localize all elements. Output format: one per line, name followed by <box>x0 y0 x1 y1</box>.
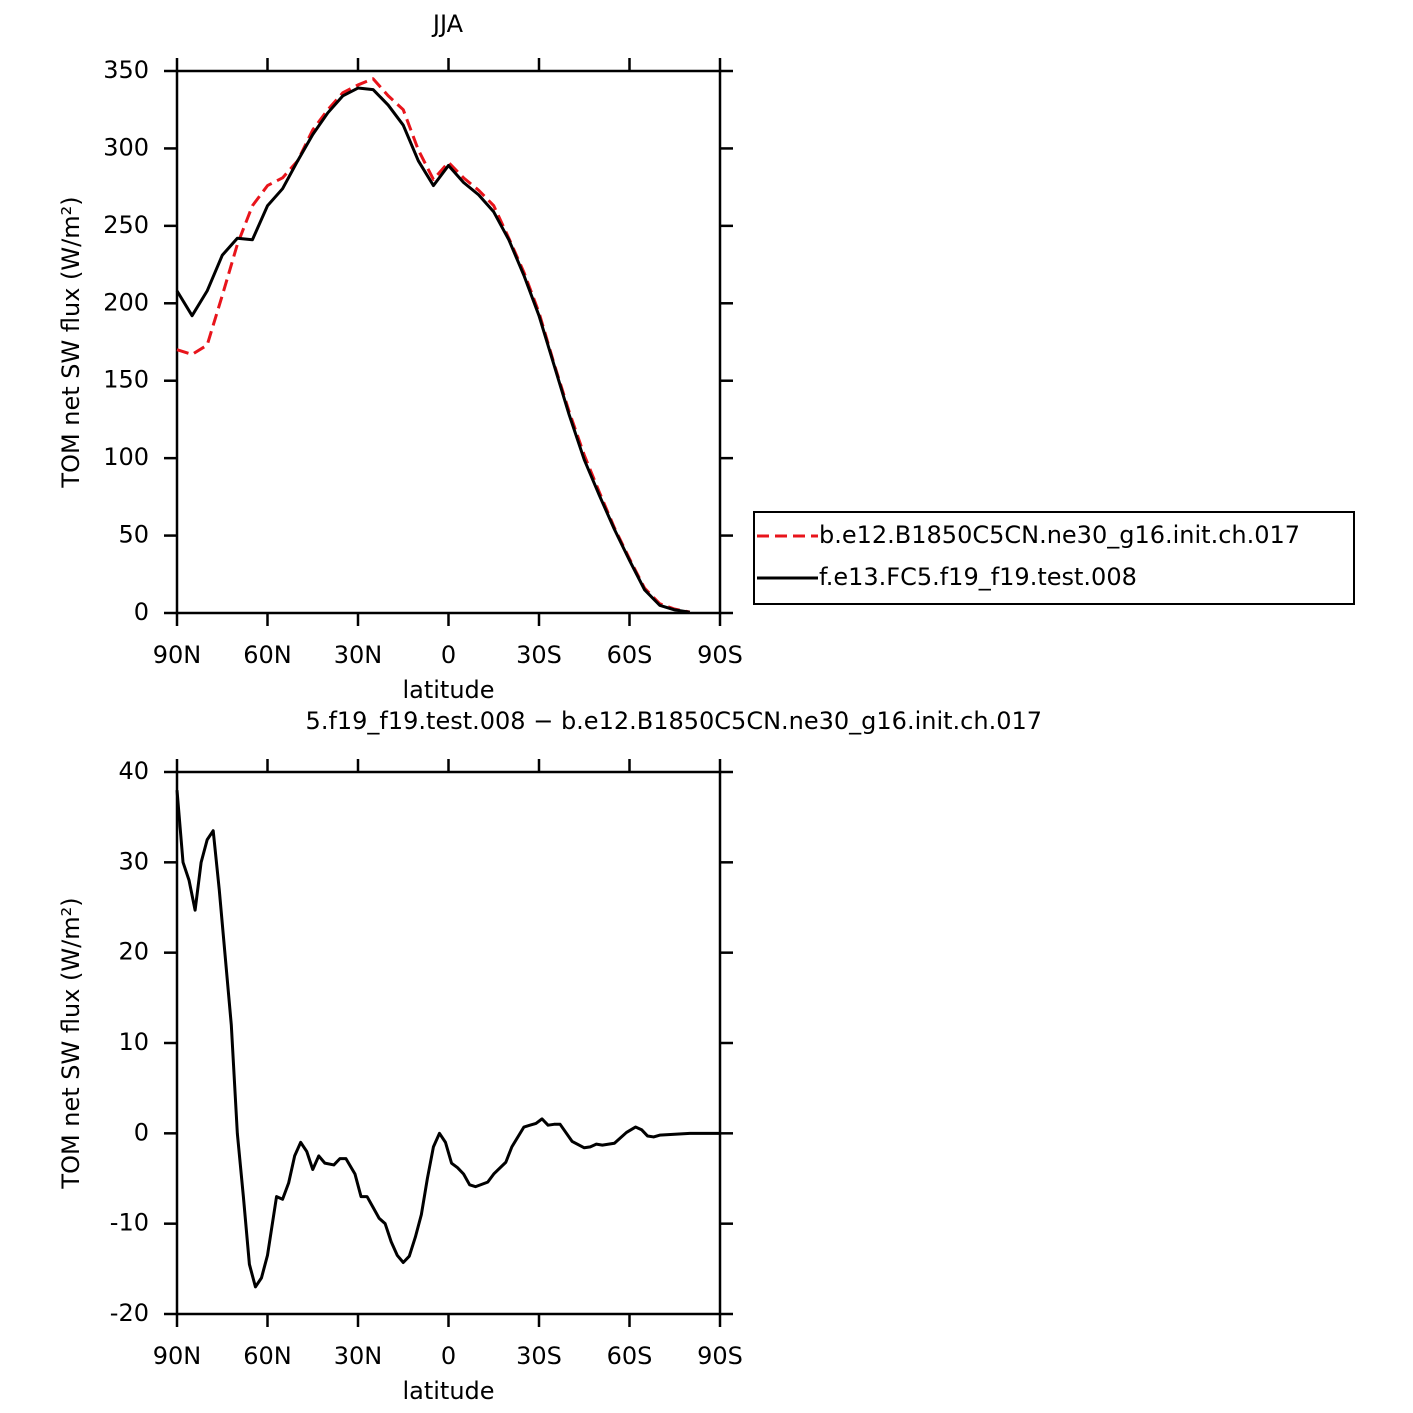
y-tick-label: 250 <box>103 211 149 239</box>
data-line <box>175 789 720 1289</box>
x-tick-label: 90S <box>697 641 743 669</box>
y-tick-label: 10 <box>118 1028 149 1056</box>
x-tick-label: 90S <box>697 1342 743 1370</box>
x-axis-label: latitude <box>402 676 494 704</box>
y-tick-label: 30 <box>118 847 149 875</box>
x-tick-label: 30N <box>334 641 383 669</box>
y-tick-label: 200 <box>103 288 149 316</box>
y-tick-label: 50 <box>118 521 149 549</box>
legend-label: f.e13.FC5.f19_f19.test.008 <box>819 563 1137 591</box>
x-tick-label: 30N <box>334 1342 383 1370</box>
y-tick-label: 40 <box>118 757 149 785</box>
x-tick-label: 0 <box>441 641 456 669</box>
plot-frame <box>175 770 722 1316</box>
x-tick-label: 60S <box>607 1342 653 1370</box>
chart-title: 5.f19_f19.test.008 − b.e12.B1850C5CN.ne3… <box>306 707 1042 735</box>
y-tick-label: 0 <box>134 1118 149 1146</box>
x-tick-label: 60S <box>607 641 653 669</box>
y-tick-label: -10 <box>110 1209 149 1237</box>
legend-box <box>753 511 1355 605</box>
y-tick-label: 0 <box>134 598 149 626</box>
plot-frame <box>175 69 722 615</box>
x-tick-label: 90N <box>153 1342 202 1370</box>
y-tick-label: 350 <box>103 56 149 84</box>
x-axis-label: latitude <box>402 1377 494 1405</box>
y-axis-label: TOM net SW flux (W/m²) <box>57 196 85 488</box>
x-tick-label: 90N <box>153 641 202 669</box>
series-line <box>176 77 691 614</box>
y-axis-label: TOM net SW flux (W/m²) <box>57 897 85 1189</box>
x-tick-label: 30S <box>516 1342 562 1370</box>
y-tick-label: 150 <box>103 366 149 394</box>
y-tick-label: -20 <box>110 1299 149 1327</box>
legend-label: b.e12.B1850C5CN.ne30_g16.init.ch.017 <box>819 521 1300 549</box>
y-tick-label: 20 <box>118 938 149 966</box>
x-tick-label: 30S <box>516 641 562 669</box>
x-tick-label: 60N <box>243 641 292 669</box>
y-tick-label: 300 <box>103 133 149 161</box>
series-line <box>175 86 691 614</box>
y-tick-label: 100 <box>103 443 149 471</box>
chart-title: JJA <box>431 10 464 38</box>
x-tick-label: 60N <box>243 1342 292 1370</box>
x-tick-label: 0 <box>441 1342 456 1370</box>
